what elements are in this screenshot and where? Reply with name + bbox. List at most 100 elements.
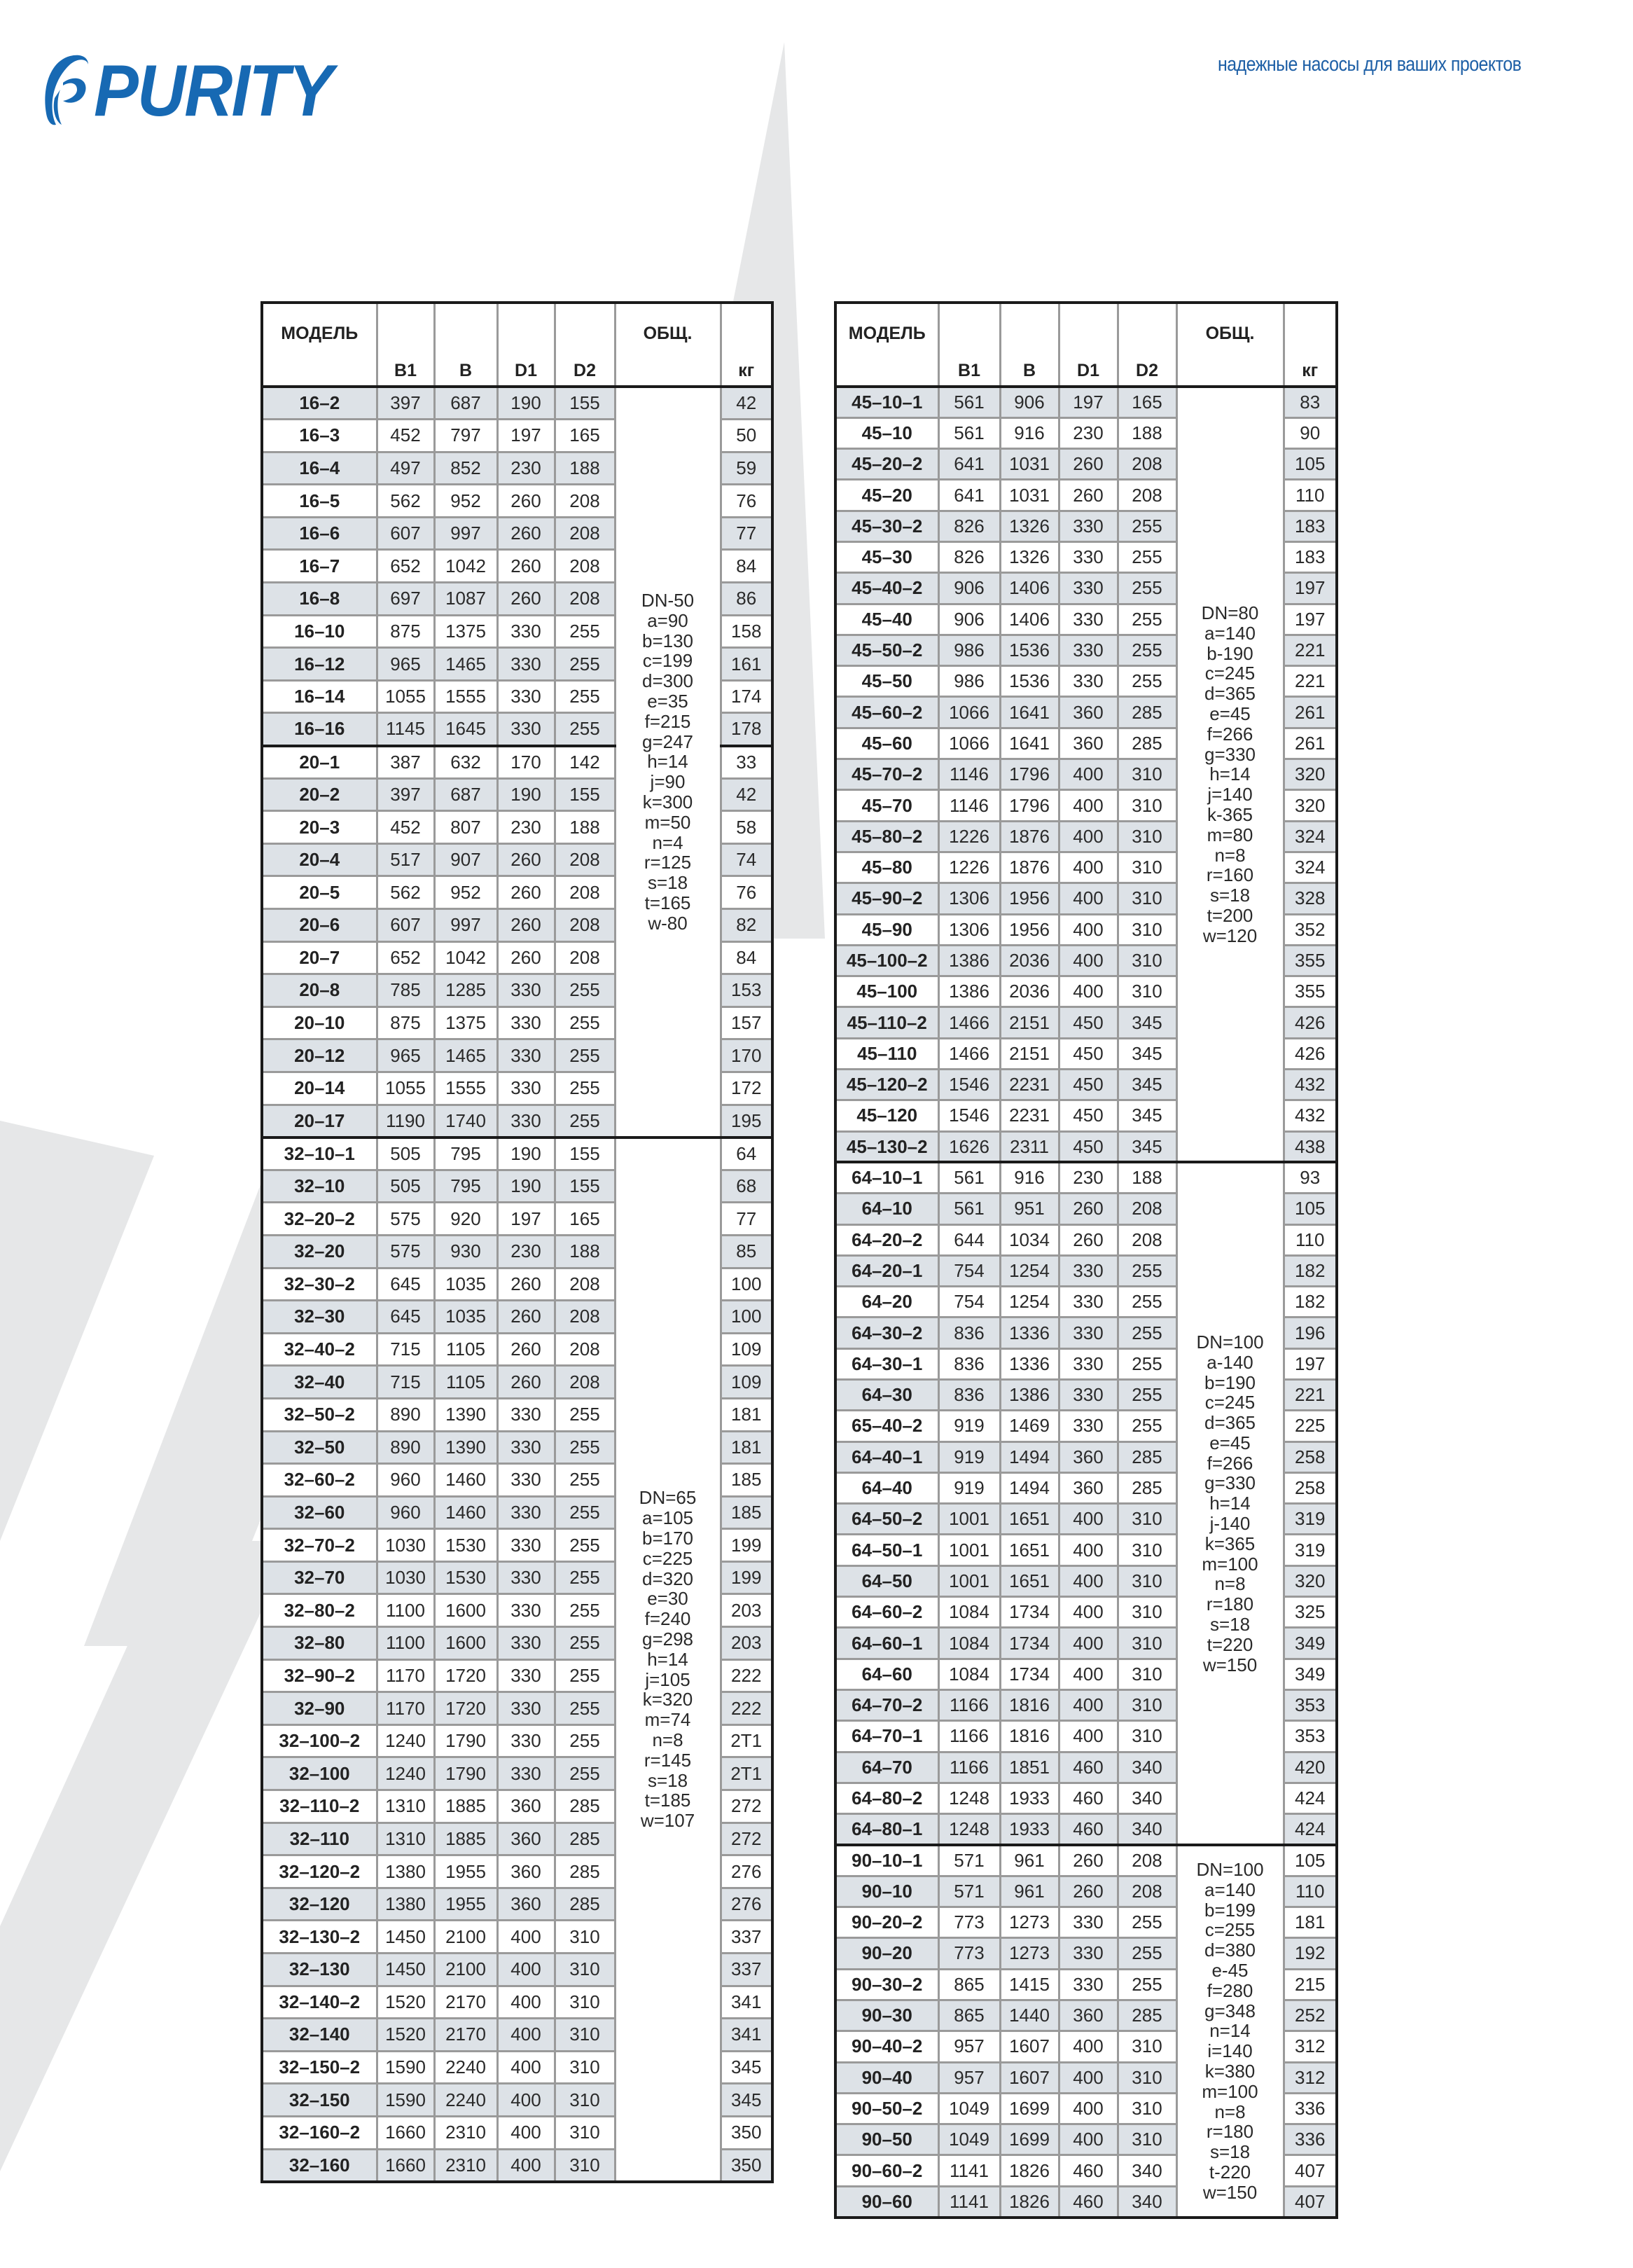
d1-cell: 400 [1057,758,1119,791]
b1-cell: 562 [375,875,436,910]
d1-cell: 330 [496,1397,556,1432]
d2-cell: 310 [1116,882,1178,915]
model-cell: 32–140 [260,2017,378,2052]
kg-cell: 82 [719,908,774,943]
table-row: 64–80–2 1248 1933 460 340 424 [834,1781,1338,1816]
kg-cell: 172 [719,1070,774,1106]
d1-cell: 330 [496,1560,556,1596]
b-cell: 2100 [433,1952,499,1987]
model-cell: 16–6 [260,516,378,551]
model-cell: 64–40–1 [834,1440,940,1474]
d1-cell: 330 [496,1430,556,1465]
d2-cell: 310 [1116,1596,1178,1629]
d2-cell: 310 [553,2148,616,2183]
b-cell: 1826 [999,2185,1060,2219]
table-row: 90–10 571 961 260 208 110 [834,1874,1338,1909]
kg-cell: 345 [719,2049,774,2085]
b1-cell: 773 [937,1906,1001,1939]
b1-cell: 1055 [375,679,436,714]
b-cell: 2036 [999,975,1060,1009]
dimension-note: n=8 [1214,2101,1246,2122]
dimension-note: g=247 [641,731,694,752]
b-cell: 1375 [433,614,499,649]
model-cell: 90–10–1 [834,1843,940,1877]
purity-swoosh-icon [45,55,88,125]
table-row: 64–20–1 754 1254 330 255 182 [834,1254,1338,1288]
d1-cell: 230 [1057,1161,1119,1195]
b-cell: 1933 [999,1813,1060,1846]
b1-cell: 607 [375,516,436,551]
b-cell: 1254 [999,1254,1060,1288]
d2-cell: 255 [553,1560,616,1596]
d1-cell: 360 [496,1854,556,1889]
table-row: 90–60–2 1141 1826 460 340 407 [834,2154,1338,2187]
model-cell: 90–50–2 [834,2091,940,2126]
purity-logo: PURITY [42,53,352,129]
dimension-note: s=18 [1209,885,1251,906]
b1-cell: 965 [375,646,436,682]
d2-cell: 255 [1116,1254,1178,1288]
dimension-note: h=14 [647,751,688,773]
model-cell: 32–80–2 [260,1593,378,1629]
dimension-note: i=140 [1207,2040,1253,2062]
kg-cell: 353 [1282,1720,1338,1753]
d1-cell: 190 [496,1168,556,1204]
b1-cell: 836 [937,1347,1001,1381]
b-cell: 1440 [999,1998,1060,2033]
kg-cell: 337 [719,1952,774,1987]
d1-cell: 400 [496,1984,556,2020]
d1-cell: 400 [1057,1657,1119,1691]
kg-cell: 320 [1282,758,1338,791]
d1-cell: 190 [496,1135,556,1171]
b1-cell: 517 [375,842,436,878]
model-cell: 64–40 [834,1471,940,1505]
table-row: 45–110–2 1466 2151 450 345 426 [834,1006,1338,1039]
dimension-note: DN=100 [1196,1858,1264,1880]
model-cell: 32–150 [260,2082,378,2117]
kg-cell: 272 [719,1789,774,1824]
d1-cell: 330 [1057,572,1119,605]
b1-cell: 562 [375,483,436,518]
table-row: 45–110 1466 2151 450 345 426 [834,1037,1338,1071]
kg-cell: 424 [1282,1781,1338,1816]
model-cell: 32–40 [260,1364,378,1399]
d2-cell: 285 [1116,1471,1178,1505]
kg-cell: 350 [719,2115,774,2150]
b1-cell: 1001 [937,1533,1001,1567]
table-row: 64–40 919 1494 360 285 258 [834,1471,1338,1505]
b-cell: 687 [433,385,499,421]
d1-cell: 400 [1057,882,1119,915]
d1-cell: 400 [1057,1533,1119,1567]
model-cell: 90–60–2 [834,2154,940,2187]
d2-cell: 310 [1116,913,1178,946]
model-cell: 16–10 [260,614,378,649]
b1-cell: 641 [937,478,1001,512]
d1-cell: 260 [496,842,556,878]
d2-cell: 310 [1116,820,1178,853]
b-cell: 2240 [433,2049,499,2085]
dimension-note: c=245 [1204,1392,1256,1413]
header-b: B [999,301,1060,388]
d2-cell: 310 [553,1984,616,2020]
b-cell: 1740 [433,1103,499,1139]
dimension-note: c=245 [1204,663,1256,684]
d1-cell: 450 [1057,1130,1119,1163]
b-cell: 2240 [433,2082,499,2117]
dimension-note: f=215 [644,710,691,732]
d2-cell: 255 [1116,1937,1178,1970]
dimension-note: d=365 [1204,1412,1256,1434]
d2-cell: 208 [553,908,616,943]
b1-cell: 1066 [937,696,1001,729]
dimension-note: j=105 [645,1668,690,1690]
b-cell: 1336 [999,1316,1060,1350]
model-cell: 45–90 [834,913,940,946]
kg-cell: 77 [719,516,774,551]
d2-cell: 310 [1116,1657,1178,1691]
b1-cell: 1166 [937,1750,1001,1784]
b-cell: 1273 [999,1906,1060,1939]
d1-cell: 230 [496,450,556,486]
b1-cell: 697 [375,581,436,616]
b1-cell: 497 [375,450,436,486]
d1-cell: 330 [496,1658,556,1694]
table-row: 64–10 561 951 260 208 105 [834,1192,1338,1226]
